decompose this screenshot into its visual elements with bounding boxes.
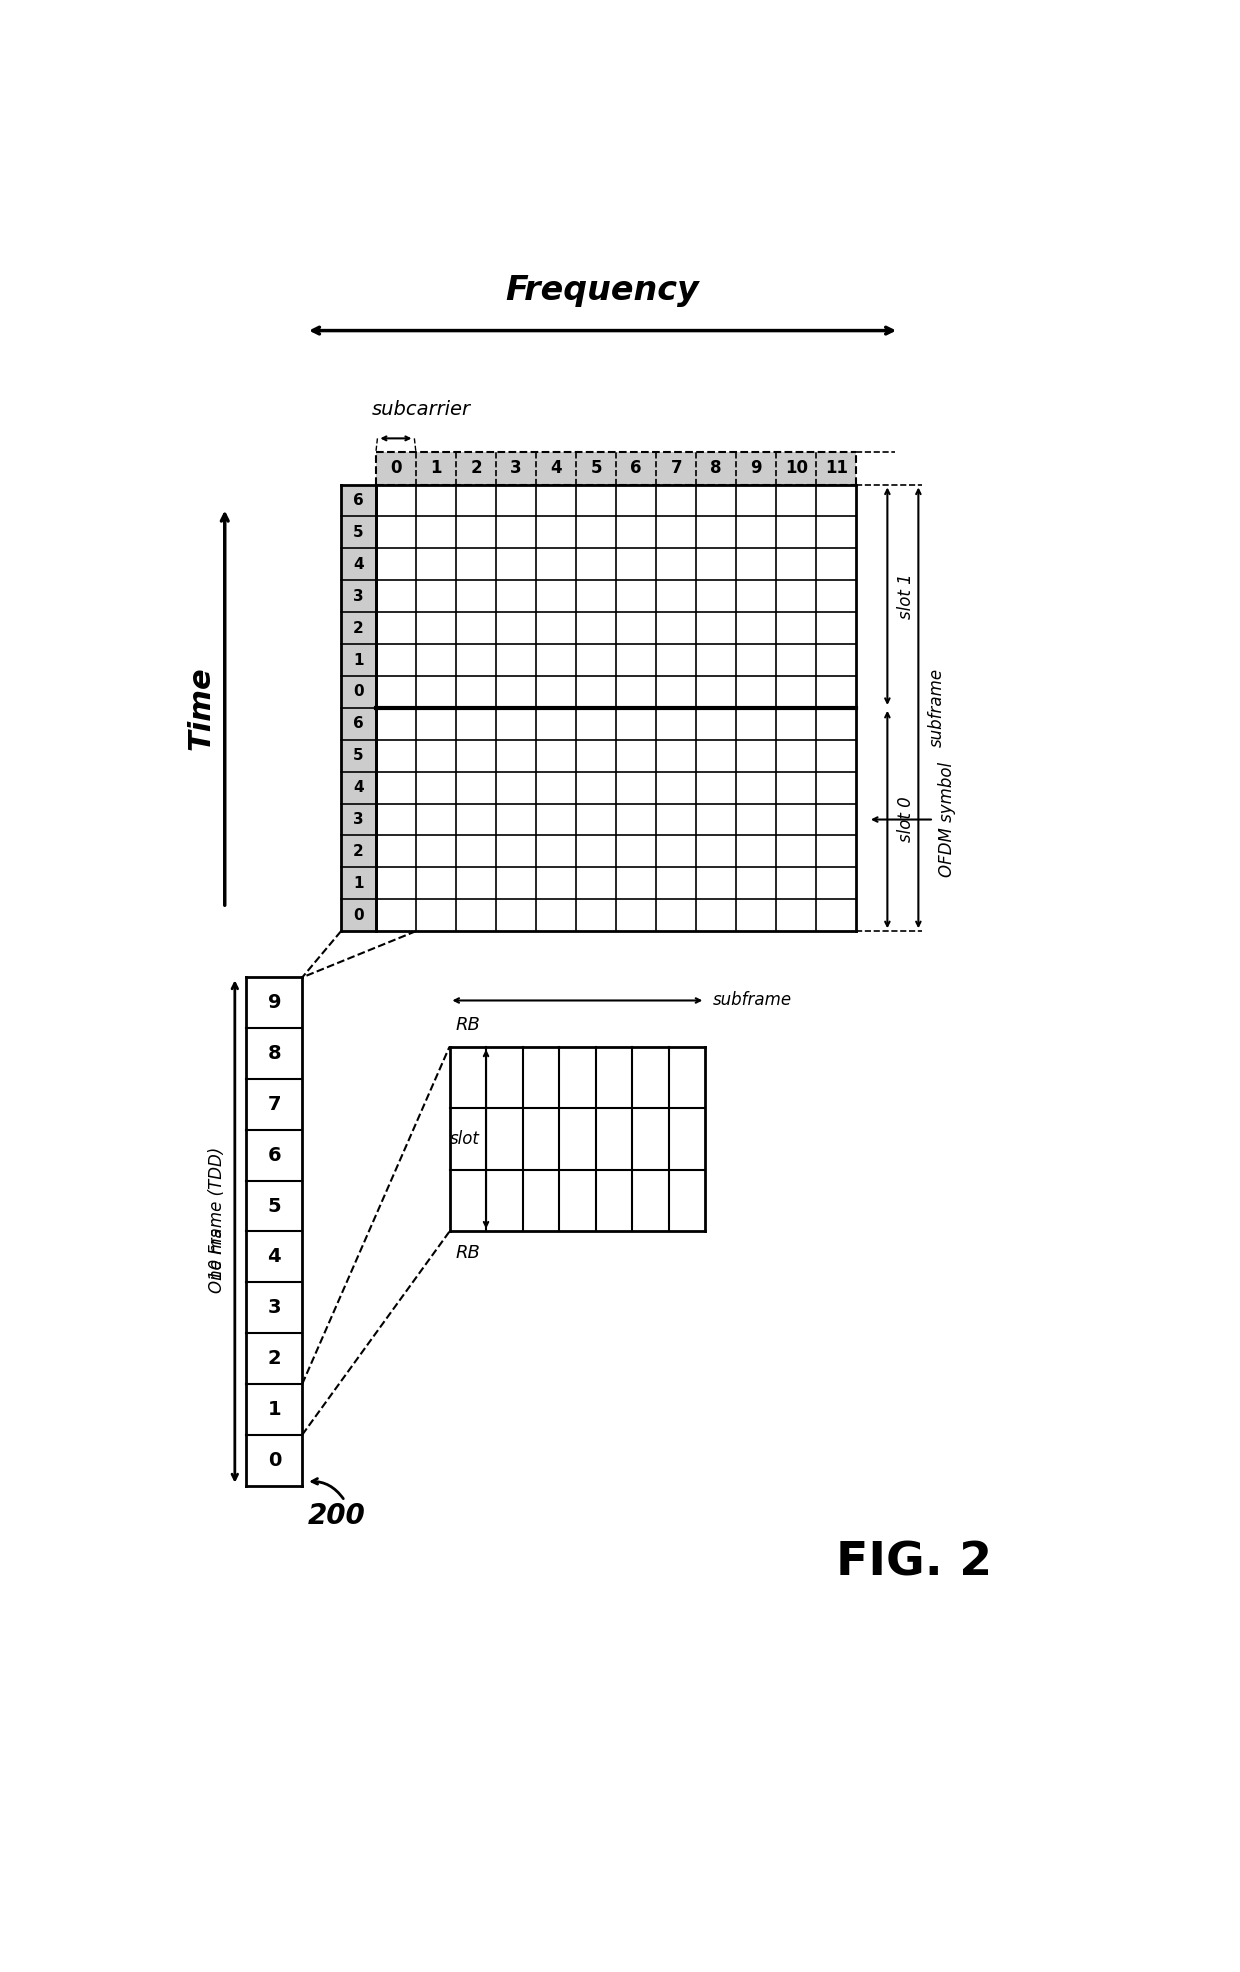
Text: 7: 7 (671, 459, 682, 477)
Text: 2: 2 (353, 844, 363, 860)
Text: 6: 6 (268, 1146, 281, 1165)
Text: slot: slot (450, 1130, 480, 1148)
Text: 2: 2 (353, 621, 363, 635)
Text: subframe: subframe (928, 669, 946, 747)
Text: 3: 3 (353, 590, 363, 603)
Text: RB: RB (455, 1016, 480, 1033)
Text: 10: 10 (785, 459, 807, 477)
Text: 3: 3 (510, 459, 522, 477)
Text: FIG. 2: FIG. 2 (837, 1540, 992, 1585)
Text: 3: 3 (268, 1298, 281, 1317)
Text: OFDM symbol: OFDM symbol (937, 761, 956, 878)
Text: 9: 9 (268, 994, 281, 1012)
Text: 1: 1 (353, 876, 363, 891)
Text: Frequency: Frequency (506, 274, 699, 308)
Text: 11: 11 (825, 459, 848, 477)
Text: One Frame (TDD): One Frame (TDD) (208, 1148, 226, 1294)
Bar (341, 485, 376, 931)
Text: 3: 3 (353, 812, 363, 826)
Text: 8: 8 (268, 1043, 281, 1063)
Text: 5: 5 (590, 459, 601, 477)
Text: 2: 2 (268, 1349, 281, 1369)
Text: 5: 5 (353, 747, 363, 763)
Text: 0: 0 (353, 684, 363, 700)
Text: RB: RB (455, 1244, 480, 1262)
Text: 200: 200 (309, 1503, 366, 1530)
Text: 4: 4 (268, 1248, 281, 1266)
Text: 7: 7 (268, 1094, 281, 1114)
Text: 1: 1 (430, 459, 441, 477)
Text: 0: 0 (268, 1451, 281, 1469)
Text: 6: 6 (630, 459, 642, 477)
Text: 5: 5 (268, 1197, 281, 1215)
Text: 6: 6 (353, 716, 363, 732)
Bar (376, 452, 857, 485)
Text: 9: 9 (750, 459, 763, 477)
Text: Time: Time (186, 667, 216, 749)
Text: 1: 1 (268, 1400, 281, 1418)
Text: 0: 0 (353, 907, 363, 923)
Text: 2: 2 (470, 459, 482, 477)
Text: 4: 4 (353, 556, 363, 572)
Text: 4: 4 (353, 781, 363, 795)
Text: slot 1: slot 1 (897, 574, 915, 619)
Text: 6: 6 (353, 493, 363, 509)
Text: slot 0: slot 0 (897, 797, 915, 842)
Text: 5: 5 (353, 525, 363, 540)
Text: subframe: subframe (713, 992, 792, 1010)
Text: 4: 4 (551, 459, 562, 477)
Text: subcarrier: subcarrier (372, 400, 471, 420)
Text: 1: 1 (353, 653, 363, 669)
Text: 8: 8 (711, 459, 722, 477)
Text: 10 ms: 10 ms (208, 1229, 226, 1280)
Text: 0: 0 (391, 459, 402, 477)
